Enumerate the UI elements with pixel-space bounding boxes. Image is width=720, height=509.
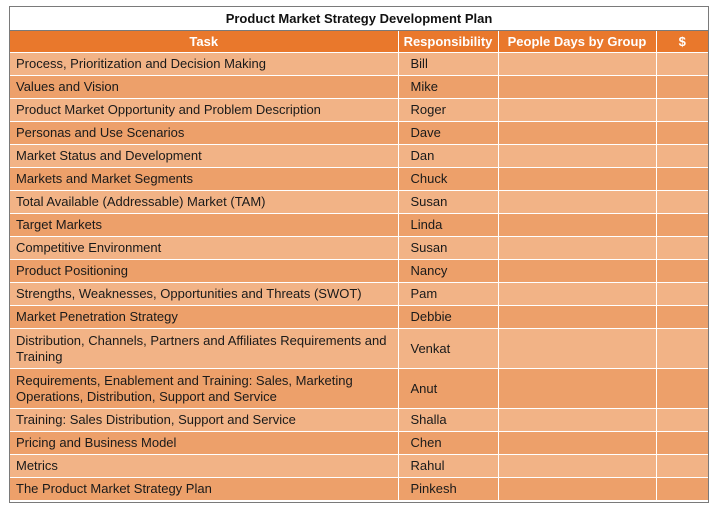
responsibility-cell: Dan <box>398 144 499 168</box>
table-row: Target Markets Linda <box>10 213 708 237</box>
task-cell: Product Positioning <box>10 259 399 283</box>
people-days-cell <box>498 282 657 306</box>
table-row: Product Positioning Nancy <box>10 259 708 283</box>
task-cell: Personas and Use Scenarios <box>10 121 399 145</box>
people-days-cell <box>498 213 657 237</box>
cost-cell <box>656 236 708 260</box>
people-days-cell <box>498 305 657 329</box>
responsibility-cell: Dave <box>398 121 499 145</box>
cost-cell <box>656 144 708 168</box>
task-cell: The Product Market Strategy Plan <box>10 477 399 500</box>
cost-cell <box>656 328 708 369</box>
task-cell: Strengths, Weaknesses, Opportunities and… <box>10 282 399 306</box>
table-row: The Product Market Strategy Plan Pinkesh <box>10 477 708 500</box>
responsibility-cell: Shalla <box>398 408 499 432</box>
table-row: Strengths, Weaknesses, Opportunities and… <box>10 282 708 306</box>
responsibility-cell: Roger <box>398 98 499 122</box>
table-row: Personas and Use Scenarios Dave <box>10 121 708 145</box>
people-days-cell <box>498 477 657 500</box>
cost-cell <box>656 167 708 191</box>
responsibility-cell: Chen <box>398 431 499 455</box>
cost-cell <box>656 98 708 122</box>
strategy-plan-table-frame: Product Market Strategy Development Plan… <box>9 6 709 503</box>
table-row: Market Penetration Strategy Debbie <box>10 305 708 329</box>
table-row: Pricing and Business Model Chen <box>10 431 708 455</box>
task-cell: Training: Sales Distribution, Support an… <box>10 408 399 432</box>
responsibility-cell: Rahul <box>398 454 499 478</box>
task-cell: Market Penetration Strategy <box>10 305 399 329</box>
people-days-cell <box>498 431 657 455</box>
table-row: Training: Sales Distribution, Support an… <box>10 408 708 432</box>
task-cell: Distribution, Channels, Partners and Aff… <box>10 328 399 369</box>
task-cell: Market Status and Development <box>10 144 399 168</box>
task-cell: Pricing and Business Model <box>10 431 399 455</box>
table-row: Product Market Opportunity and Problem D… <box>10 98 708 122</box>
header-responsibility: Responsibility <box>398 31 499 53</box>
task-cell: Competitive Environment <box>10 236 399 260</box>
cost-cell <box>656 282 708 306</box>
cost-cell <box>656 305 708 329</box>
task-cell: Metrics <box>10 454 399 478</box>
cost-cell <box>656 368 708 409</box>
responsibility-cell: Debbie <box>398 305 499 329</box>
table-row: Competitive Environment Susan <box>10 236 708 260</box>
cost-cell <box>656 259 708 283</box>
people-days-cell <box>498 190 657 214</box>
responsibility-cell: Nancy <box>398 259 499 283</box>
responsibility-cell: Susan <box>398 190 499 214</box>
people-days-cell <box>498 259 657 283</box>
table-row: Metrics Rahul <box>10 454 708 478</box>
plan-table: Task Responsibility People Days by Group… <box>10 31 708 500</box>
cost-cell <box>656 190 708 214</box>
task-cell: Target Markets <box>10 213 399 237</box>
people-days-cell <box>498 144 657 168</box>
table-row: Process, Prioritization and Decision Mak… <box>10 52 708 76</box>
task-cell: Total Available (Addressable) Market (TA… <box>10 190 399 214</box>
plan-table-body: Process, Prioritization and Decision Mak… <box>10 52 708 500</box>
table-row: Markets and Market Segments Chuck <box>10 167 708 191</box>
header-people-days: People Days by Group <box>498 31 657 53</box>
header-row: Task Responsibility People Days by Group… <box>10 31 708 53</box>
cost-cell <box>656 52 708 76</box>
responsibility-cell: Bill <box>398 52 499 76</box>
cost-cell <box>656 477 708 500</box>
responsibility-cell: Pinkesh <box>398 477 499 500</box>
cost-cell <box>656 121 708 145</box>
cost-cell <box>656 75 708 99</box>
table-row: Market Status and Development Dan <box>10 144 708 168</box>
responsibility-cell: Chuck <box>398 167 499 191</box>
task-cell: Values and Vision <box>10 75 399 99</box>
header-task: Task <box>10 31 399 53</box>
people-days-cell <box>498 167 657 191</box>
people-days-cell <box>498 368 657 409</box>
responsibility-cell: Linda <box>398 213 499 237</box>
table-row: Values and Vision Mike <box>10 75 708 99</box>
task-cell: Requirements, Enablement and Training: S… <box>10 368 399 409</box>
responsibility-cell: Anut <box>398 368 499 409</box>
responsibility-cell: Pam <box>398 282 499 306</box>
cost-cell <box>656 213 708 237</box>
table-title: Product Market Strategy Development Plan <box>10 7 708 31</box>
table-row: Requirements, Enablement and Training: S… <box>10 368 708 409</box>
responsibility-cell: Mike <box>398 75 499 99</box>
responsibility-cell: Venkat <box>398 328 499 369</box>
header-cost: $ <box>656 31 708 53</box>
cost-cell <box>656 408 708 432</box>
people-days-cell <box>498 328 657 369</box>
people-days-cell <box>498 52 657 76</box>
people-days-cell <box>498 408 657 432</box>
people-days-cell <box>498 454 657 478</box>
people-days-cell <box>498 98 657 122</box>
responsibility-cell: Susan <box>398 236 499 260</box>
cost-cell <box>656 454 708 478</box>
task-cell: Process, Prioritization and Decision Mak… <box>10 52 399 76</box>
people-days-cell <box>498 75 657 99</box>
people-days-cell <box>498 236 657 260</box>
table-row: Total Available (Addressable) Market (TA… <box>10 190 708 214</box>
task-cell: Markets and Market Segments <box>10 167 399 191</box>
task-cell: Product Market Opportunity and Problem D… <box>10 98 399 122</box>
cost-cell <box>656 431 708 455</box>
table-row: Distribution, Channels, Partners and Aff… <box>10 328 708 369</box>
people-days-cell <box>498 121 657 145</box>
